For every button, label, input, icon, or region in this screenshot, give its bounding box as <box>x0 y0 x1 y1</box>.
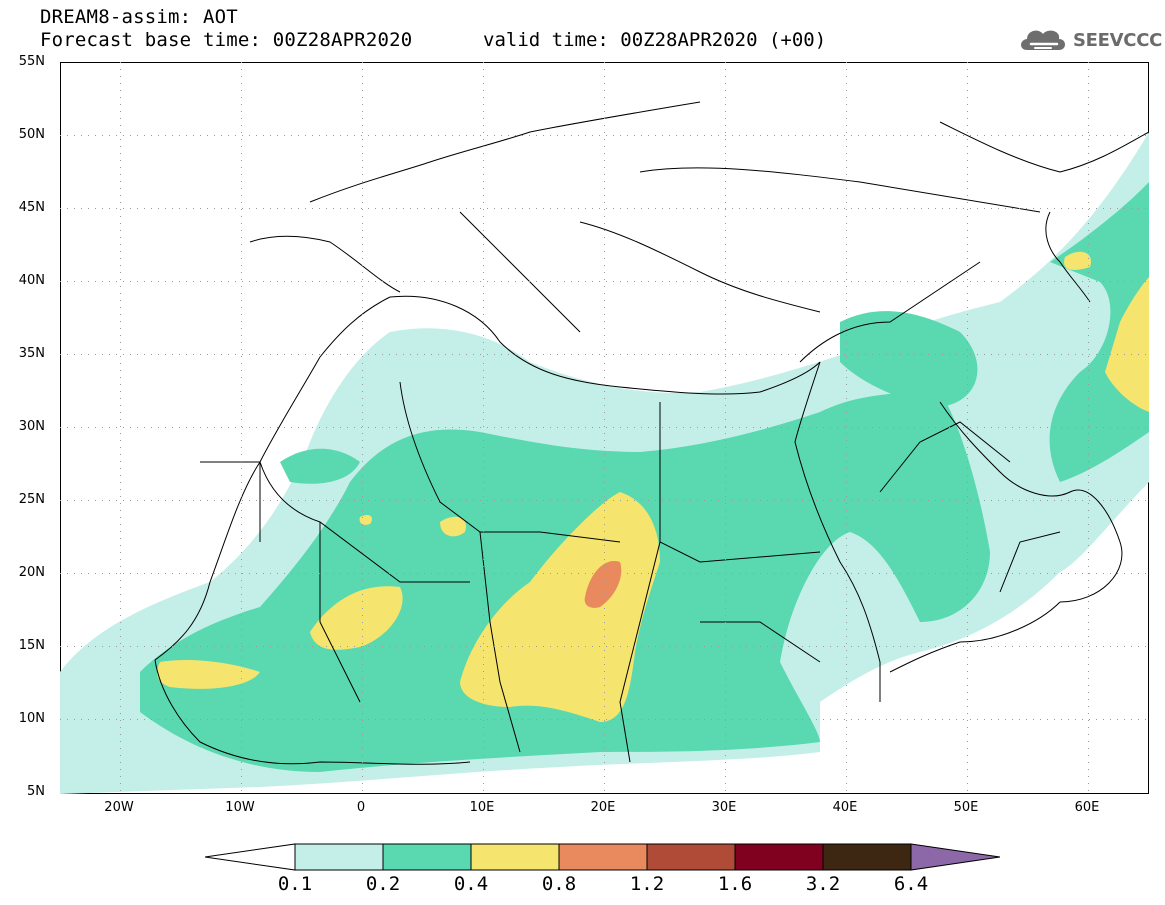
lon-label: 30E <box>711 800 737 815</box>
graticule <box>59 61 1149 794</box>
lon-label: 20W <box>104 800 134 815</box>
coastlines <box>154 101 1149 765</box>
aot-map <box>59 61 1149 794</box>
colorbar-label: 0.2 <box>365 873 401 895</box>
lon-label: 20E <box>590 800 616 815</box>
lon-label: 40E <box>832 800 858 815</box>
colorbar-segment <box>734 843 824 871</box>
lat-label: 45N <box>18 200 45 215</box>
cloud-icon <box>1021 30 1065 50</box>
map-title: DREAM8-assim: AOT <box>40 6 238 28</box>
colorbar-high-arrow <box>910 843 1000 871</box>
colorbar-low-arrow <box>205 843 296 871</box>
colorbar-segment <box>822 843 912 871</box>
lat-label: 55N <box>18 54 45 69</box>
aot-band-0.4 <box>156 251 1149 722</box>
lon-label: 10W <box>225 800 255 815</box>
lat-label: 30N <box>18 419 45 434</box>
colorbar-segment <box>382 843 472 871</box>
forecast-base-time: Forecast base time: 00Z28APR2020 <box>40 29 413 51</box>
lat-label: 15N <box>18 638 45 653</box>
aot-band-0.8 <box>584 560 621 608</box>
colorbar-label: 6.4 <box>893 873 929 895</box>
lon-label: 50E <box>953 800 979 815</box>
lat-label: 5N <box>27 784 45 799</box>
colorbar <box>205 843 1000 871</box>
colorbar-segment <box>294 843 384 871</box>
lon-label: 60E <box>1074 800 1100 815</box>
lon-label: 0 <box>356 800 366 815</box>
colorbar-label: 3.2 <box>805 873 841 895</box>
logo-text: SEEVCCC <box>1073 30 1163 51</box>
colorbar-segment <box>470 843 560 871</box>
lat-label: 50N <box>18 127 45 142</box>
lat-label: 10N <box>18 711 45 726</box>
colorbar-label: 0.1 <box>277 873 313 895</box>
colorbar-label: 0.4 <box>453 873 489 895</box>
colorbar-label: 1.2 <box>629 873 665 895</box>
colorbar-label: 1.6 <box>717 873 753 895</box>
valid-time: valid time: 00Z28APR2020 (+00) <box>483 29 827 51</box>
lon-label: 10E <box>469 800 495 815</box>
lat-label: 40N <box>18 273 45 288</box>
colorbar-segment <box>558 843 648 871</box>
map-panel <box>59 61 1149 794</box>
lat-label: 20N <box>18 565 45 580</box>
colorbar-label: 0.8 <box>541 873 577 895</box>
lat-label: 25N <box>18 492 45 507</box>
colorbar-segment <box>646 843 736 871</box>
lat-label: 35N <box>18 346 45 361</box>
